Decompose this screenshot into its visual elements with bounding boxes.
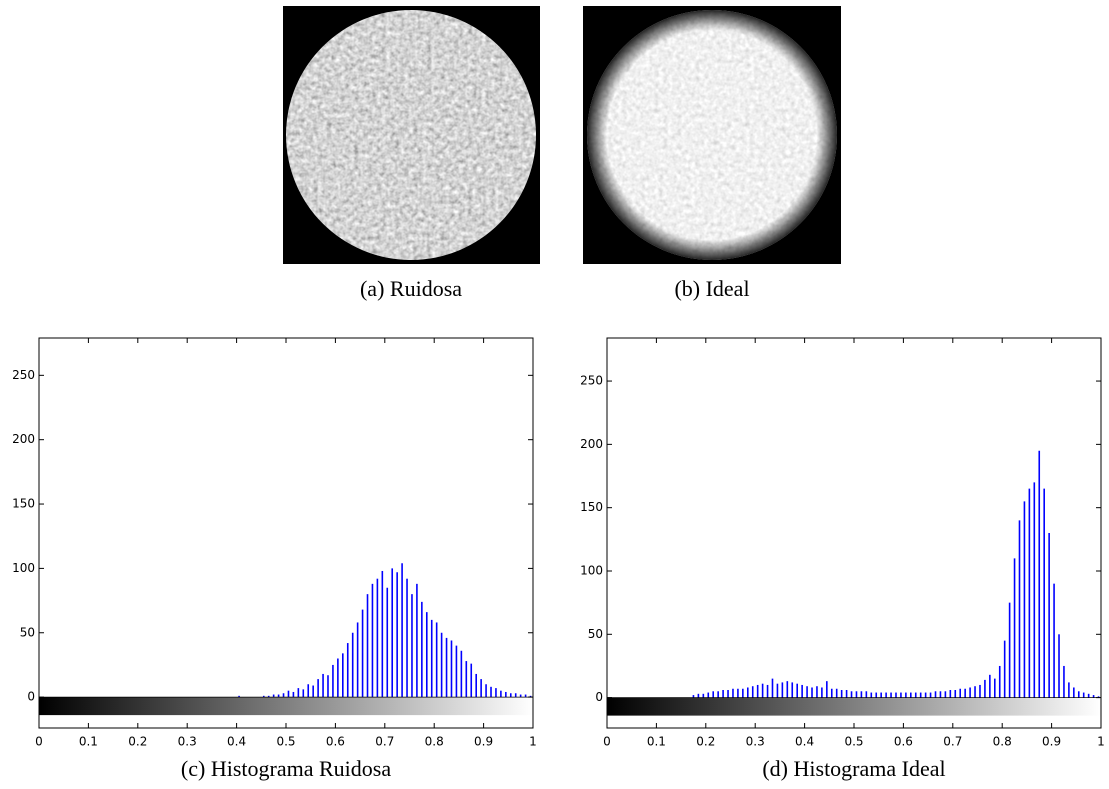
y-tick-label: 0 bbox=[595, 690, 603, 704]
y-tick-label: 50 bbox=[588, 627, 603, 641]
x-tick-label: 0.4 bbox=[795, 735, 814, 749]
x-tick-label: 0.7 bbox=[943, 735, 962, 749]
x-tick-label: 0.1 bbox=[79, 735, 98, 749]
chart-caption: (d) Histograma Ideal bbox=[762, 756, 945, 781]
x-tick-label: 0.6 bbox=[326, 735, 345, 749]
x-tick-label: 0.8 bbox=[425, 735, 444, 749]
y-tick-label: 0 bbox=[27, 690, 35, 704]
axes-box bbox=[606, 337, 1102, 729]
y-tick-label: 100 bbox=[580, 563, 603, 577]
y-tick-label: 200 bbox=[580, 437, 603, 451]
x-tick-label: 0.6 bbox=[894, 735, 913, 749]
x-tick-label: 0.7 bbox=[375, 735, 394, 749]
colorbar bbox=[39, 697, 533, 716]
x-tick-label: 0.3 bbox=[178, 735, 197, 749]
y-tick-label: 100 bbox=[12, 561, 35, 575]
histogram-chart: 0 0.1 0.2 0.3 0.4 0.5 0.6 0.7 0.8 0.9 1 0 50 100 150 20… bbox=[580, 337, 1105, 781]
colorbar bbox=[607, 697, 1101, 716]
y-tick-label: 200 bbox=[12, 432, 35, 446]
x-tick-label: 0 bbox=[603, 735, 611, 749]
x-tick-label: 0.5 bbox=[844, 735, 863, 749]
y-tick-label: 250 bbox=[12, 368, 35, 382]
x-tick-label: 0.9 bbox=[474, 735, 493, 749]
x-tick-label: 0.1 bbox=[647, 735, 666, 749]
chart-caption: (c) Histograma Ruidosa bbox=[181, 756, 391, 781]
image-caption: (b) Ideal bbox=[674, 276, 749, 301]
histogram-chart: 0 0.1 0.2 0.3 0.4 0.5 0.6 0.7 0.8 0.9 1 0 50 100 150 20… bbox=[12, 337, 537, 781]
x-tick-label: 0 bbox=[35, 735, 43, 749]
y-tick-label: 150 bbox=[580, 500, 603, 514]
x-tick-label: 1 bbox=[529, 735, 537, 749]
y-tick-label: 150 bbox=[12, 497, 35, 511]
x-tick-label: 0.2 bbox=[128, 735, 147, 749]
y-tick-label: 50 bbox=[20, 625, 35, 639]
x-tick-label: 0.2 bbox=[696, 735, 715, 749]
x-tick-label: 1 bbox=[1097, 735, 1105, 749]
y-tick-label: 250 bbox=[580, 374, 603, 388]
x-tick-label: 0.4 bbox=[227, 735, 246, 749]
x-tick-label: 0.3 bbox=[746, 735, 765, 749]
image-noisy bbox=[283, 6, 540, 264]
x-tick-label: 0.8 bbox=[993, 735, 1012, 749]
axes-box bbox=[38, 337, 534, 729]
x-tick-label: 0.5 bbox=[276, 735, 295, 749]
image-caption: (a) Ruidosa bbox=[360, 276, 462, 301]
image-ideal bbox=[583, 6, 841, 264]
x-tick-label: 0.9 bbox=[1042, 735, 1061, 749]
